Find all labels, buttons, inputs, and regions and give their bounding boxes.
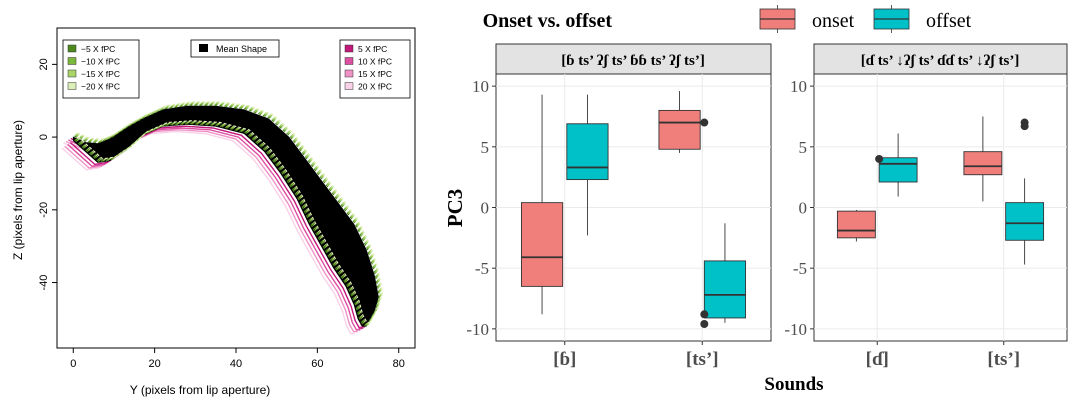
x-tick-label: 0 bbox=[70, 358, 76, 370]
y-tick-label: 5 bbox=[799, 138, 808, 157]
strip-right-label: [ɗ ts’ ↓ʔʃ ts’ ɗɗ ts’ ↓ʔʃ ts’] bbox=[861, 53, 1020, 69]
box-offset bbox=[703, 260, 747, 319]
negative-upper-contour bbox=[77, 101, 384, 323]
x-tick-label: [ts’] bbox=[987, 349, 1020, 370]
left-axes: 0 20 40 60 80 20 0 -20 -40 bbox=[38, 58, 405, 370]
y-tick-label: 10 bbox=[472, 77, 489, 96]
legend-negative: −5 X fPC −10 X fPC −15 X fPC −20 X fPC bbox=[62, 39, 140, 99]
legend-negative-swatch bbox=[67, 69, 77, 78]
tongue-shape-chart: 0 20 40 60 80 20 0 -20 -40 Y (pixels from lip ap… bbox=[11, 27, 416, 397]
legend-onset-label: onset bbox=[812, 10, 855, 32]
legend-title: Onset vs. offset bbox=[483, 10, 613, 32]
box-onset bbox=[836, 210, 876, 239]
x-tick-label: [ɓ] bbox=[553, 349, 576, 370]
box-offset bbox=[566, 123, 609, 181]
strip-left-label: [ɓ ts’ ʔʃ ts’ ɓɓ ts’ ʔʃ ts’] bbox=[561, 53, 705, 69]
y-tick-label: -40 bbox=[38, 275, 50, 291]
negative-upper-contour bbox=[76, 102, 383, 324]
legend-positive-label: 20 X fPC bbox=[358, 82, 392, 92]
y-tick-label: 10 bbox=[790, 77, 807, 96]
legend-positive-label: 5 X fPC bbox=[358, 44, 387, 54]
strip-left-bg bbox=[495, 43, 772, 75]
legend-positive-swatch bbox=[344, 57, 354, 65]
box-offset bbox=[1005, 202, 1045, 241]
legend-positive: 5 X fPC 10 X fPC 15 X fPC 20 X fPC bbox=[339, 39, 411, 99]
legend-negative-swatch bbox=[67, 44, 77, 53]
legend-positive-swatch bbox=[344, 44, 354, 53]
boxplot-chart: Onset vs. offset onset offset [ɓ ts’ ʔʃ … bbox=[443, 5, 1068, 395]
x-tick-label: 80 bbox=[393, 358, 405, 370]
shape-curves bbox=[61, 101, 384, 335]
negative-lower-contour bbox=[77, 120, 372, 324]
legend-negative-swatch bbox=[67, 57, 77, 65]
box-onset bbox=[658, 109, 701, 150]
legend-mean-frame bbox=[190, 39, 280, 58]
box-offset bbox=[878, 157, 918, 183]
x-tick-label: [ts’] bbox=[686, 349, 719, 370]
y-tick-label: -5 bbox=[475, 259, 489, 278]
x-tick-label: 20 bbox=[149, 358, 161, 370]
x-tick-label: [ɗ] bbox=[866, 349, 889, 370]
legend-positive-label: 10 X fPC bbox=[358, 57, 392, 67]
legend-mean: Mean Shape bbox=[190, 39, 280, 58]
box-content: 10 5 0 -5 -10 [ɓ] [ts’] 10 5 0 -5 -10 [ɗ] [ts’] bbox=[466, 74, 1067, 370]
outlier-point bbox=[1020, 122, 1029, 131]
negative-upper-contour bbox=[74, 104, 381, 326]
outlier-point bbox=[700, 320, 709, 329]
legend-negative-swatch bbox=[67, 82, 77, 90]
strip-right-bg bbox=[813, 43, 1068, 75]
legend-positive-swatch bbox=[344, 69, 354, 78]
legend-positive-label: 15 X fPC bbox=[358, 69, 392, 79]
box-onset bbox=[520, 202, 564, 287]
y-tick-label: 0 bbox=[799, 199, 808, 218]
legend-mean-label: Mean Shape bbox=[216, 44, 267, 54]
y-tick-label: 5 bbox=[481, 138, 490, 157]
outlier-point bbox=[700, 118, 709, 127]
negative-upper-contour bbox=[75, 103, 382, 325]
outlier-point bbox=[700, 310, 709, 319]
left-y-axis-label: Z (pixels from lip aperture) bbox=[11, 120, 25, 260]
y-tick-label: 0 bbox=[38, 134, 50, 140]
y-tick-label: -20 bbox=[38, 202, 50, 218]
legend-mean-swatch bbox=[199, 44, 208, 52]
x-tick-label: 60 bbox=[311, 358, 323, 370]
x-tick-label: 40 bbox=[230, 358, 242, 370]
right-x-axis-label: Sounds bbox=[764, 374, 823, 395]
y-tick-label: 20 bbox=[38, 58, 50, 70]
legend-offset-label: offset bbox=[926, 10, 972, 32]
y-tick-label: -5 bbox=[793, 259, 807, 278]
y-tick-label: -10 bbox=[784, 320, 807, 339]
y-tick-label: -10 bbox=[466, 320, 489, 339]
legend-positive-swatch bbox=[344, 82, 354, 90]
outlier-point bbox=[875, 154, 884, 163]
legend-negative-label: −5 X fPC bbox=[81, 44, 115, 54]
left-x-axis-label: Y (pixels from lip aperture) bbox=[130, 383, 271, 397]
mean-shape bbox=[72, 105, 379, 327]
right-y-axis-label: PC3 bbox=[443, 189, 467, 228]
legend-negative-label: −10 X fPC bbox=[81, 57, 120, 67]
box-onset bbox=[963, 151, 1003, 176]
y-tick-label: 0 bbox=[481, 199, 490, 218]
legend-negative-label: −20 X fPC bbox=[81, 82, 120, 92]
legend-negative-label: −15 X fPC bbox=[81, 69, 120, 79]
